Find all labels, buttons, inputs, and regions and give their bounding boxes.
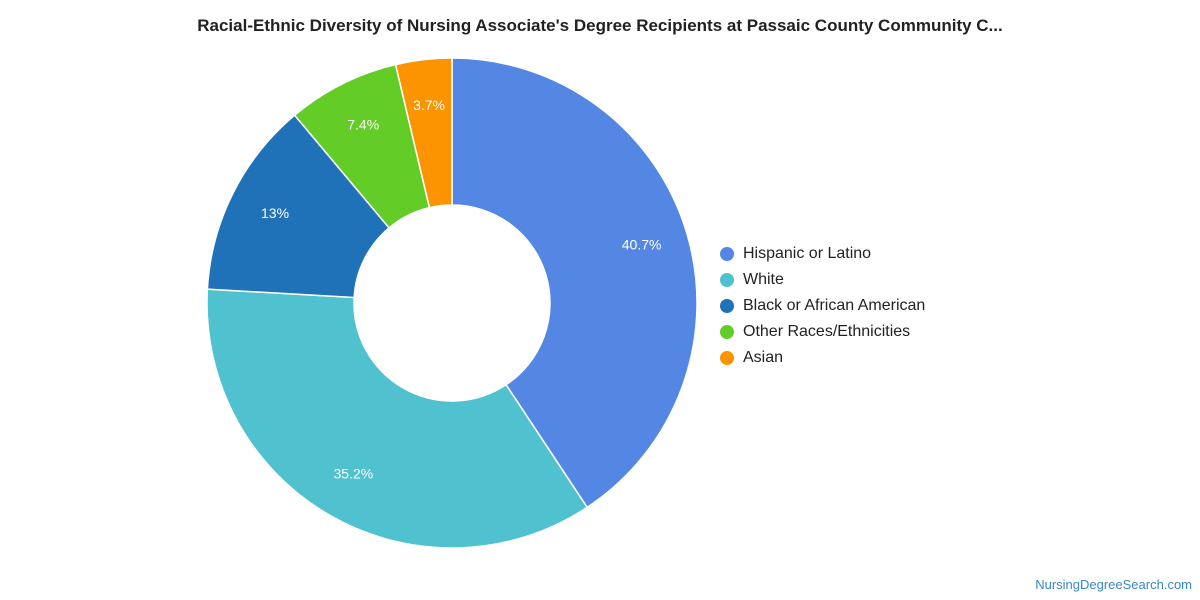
slice-value-label: 3.7% [413,97,445,113]
legend-label: Black or African American [743,297,926,314]
legend-label: White [743,271,784,288]
legend-swatch [720,351,734,365]
legend-swatch [720,273,734,287]
slice-asian[interactable] [394,57,453,209]
slice-black-or-african-american[interactable] [206,114,391,299]
slice-value-label: 40.7% [622,237,662,253]
legend-item[interactable]: Hispanic or Latino [720,241,925,267]
legend-swatch [720,299,734,313]
legend-label: Asian [743,349,784,366]
legend-item[interactable]: Other Races/Ethnicities [720,319,925,345]
slice-value-label: 7.4% [347,117,379,133]
slice-value-label: 35.2% [334,465,374,481]
legend-swatch [720,325,734,339]
source-credit[interactable]: NursingDegreeSearch.com [1035,577,1192,592]
legend-label: Hispanic or Latino [743,245,872,262]
chart-title: Racial-Ethnic Diversity of Nursing Assoc… [197,16,1003,35]
slice-value-label: 13% [261,205,289,221]
legend-item[interactable]: Asian [720,345,925,371]
legend-item[interactable]: Black or African American [720,293,925,319]
legend-label: Other Races/Ethnicities [743,323,911,340]
legend-swatch [720,247,734,261]
slice-white[interactable] [206,288,589,549]
legend: Hispanic or Latino White Black or African … [720,241,925,371]
legend-item[interactable]: White [720,267,925,293]
